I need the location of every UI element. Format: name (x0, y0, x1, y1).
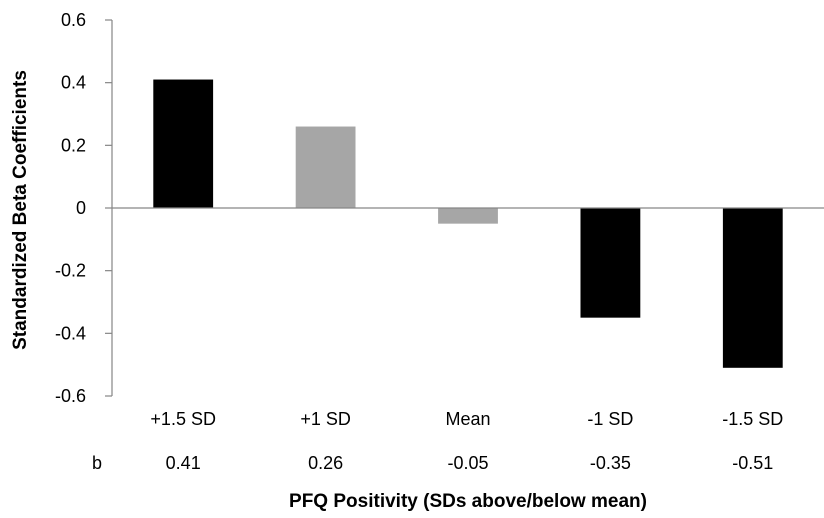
y-tick-label: -0.4 (55, 323, 86, 343)
y-axis-title: Standardized Beta Coefficients (10, 70, 31, 350)
x-category-label: Mean (445, 409, 490, 429)
y-tick-label: 0 (76, 198, 86, 218)
y-tick-label: -0.2 (55, 261, 86, 281)
bar-1-5-sd (153, 79, 214, 209)
bar-1-5-sd (722, 208, 783, 368)
x-category-label: -1 SD (587, 409, 633, 429)
b-row-values: 0.41 0.26 -0.05 -0.35 -0.51 (166, 453, 774, 473)
x-axis-category-labels: +1.5 SD +1 SD Mean -1 SD -1.5 SD (150, 409, 783, 429)
y-axis-tick-labels: 0.6 0.4 0.2 0 -0.2 -0.4 -0.6 (55, 10, 86, 406)
bar-1-sd (295, 126, 356, 208)
y-axis-ticks (105, 19, 112, 397)
b-value-label: -0.51 (732, 453, 773, 473)
y-tick-label: 0.2 (61, 135, 86, 155)
b-value-label: -0.05 (447, 453, 488, 473)
b-row-label: b (92, 453, 102, 473)
y-tick-label: 0.4 (61, 73, 86, 93)
bar-1-sd (580, 208, 641, 318)
x-category-label: -1.5 SD (722, 409, 783, 429)
y-tick-label: -0.6 (55, 386, 86, 406)
bars (153, 79, 783, 368)
y-tick-label: 0.6 (61, 10, 86, 30)
x-axis-title: PFQ Positivity (SDs above/below mean) (289, 491, 647, 512)
b-value-label: 0.26 (308, 453, 343, 473)
x-category-label: +1 SD (300, 409, 351, 429)
b-value-label: -0.35 (590, 453, 631, 473)
x-category-label: +1.5 SD (150, 409, 216, 429)
bar-mean (438, 208, 498, 224)
b-value-label: 0.41 (166, 453, 201, 473)
